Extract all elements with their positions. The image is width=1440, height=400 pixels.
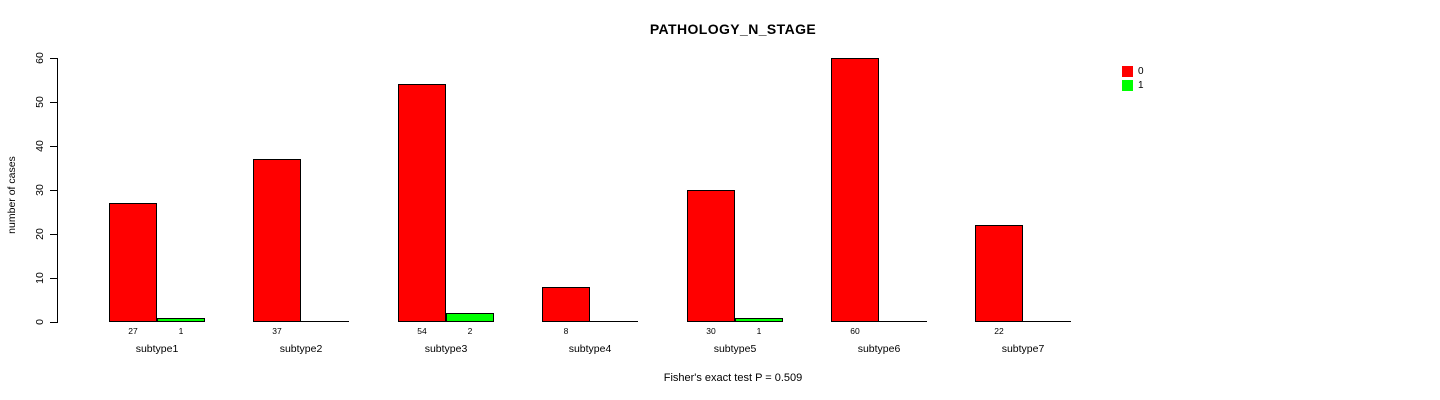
bar-value-label: 1	[756, 326, 762, 336]
legend-swatch-icon	[1122, 80, 1133, 91]
bar-value-label: 1	[178, 326, 184, 336]
bar-series-0	[109, 203, 157, 322]
y-tick-label: 30	[34, 184, 46, 196]
y-tick-label: 60	[34, 52, 46, 64]
x-axis-label: subtype6	[857, 343, 901, 355]
x-axis-label: subtype1	[135, 343, 179, 355]
bar-value-label: 54	[417, 326, 427, 336]
bar-value-label: 27	[128, 326, 138, 336]
y-tick-label: 10	[34, 272, 46, 284]
y-axis-tick	[50, 190, 57, 191]
legend-label: 1	[1138, 80, 1144, 91]
bar-series-0	[975, 225, 1023, 322]
y-axis-tick	[50, 102, 57, 103]
x-axis-label: subtype4	[568, 343, 612, 355]
legend-label: 0	[1138, 66, 1144, 77]
bar-series-1-zero	[1023, 321, 1071, 322]
y-tick-label: 50	[34, 96, 46, 108]
bar-series-0	[253, 159, 301, 322]
bar-value-label: 22	[994, 326, 1004, 336]
bar-value-label: 37	[272, 326, 282, 336]
y-axis-tick	[50, 278, 57, 279]
legend-item: 0	[1122, 66, 1144, 77]
bar-series-1-zero	[301, 321, 349, 322]
bar-series-1	[446, 313, 494, 322]
x-axis-label: subtype3	[424, 343, 468, 355]
legend-swatch-icon	[1122, 66, 1133, 77]
bar-series-0	[687, 190, 735, 322]
y-tick-label: 20	[34, 228, 46, 240]
y-tick-label: 0	[34, 319, 46, 325]
bar-series-1-zero	[879, 321, 927, 322]
legend-item: 1	[1122, 80, 1144, 91]
x-axis-label: subtype7	[1001, 343, 1045, 355]
bar-series-0	[831, 58, 879, 322]
chart-title: PATHOLOGY_N_STAGE	[649, 21, 817, 37]
bar-series-0	[542, 287, 590, 322]
x-axis-label: subtype2	[279, 343, 323, 355]
x-axis-label: subtype5	[713, 343, 757, 355]
bar-value-label: 30	[706, 326, 716, 336]
bar-series-0	[398, 84, 446, 322]
bar-value-label: 2	[467, 326, 473, 336]
y-axis-tick	[50, 322, 57, 323]
bar-series-1	[157, 318, 205, 322]
footnote: Fisher's exact test P = 0.509	[663, 372, 803, 384]
y-axis-title: number of cases	[6, 156, 18, 234]
bar-value-label: 60	[850, 326, 860, 336]
bar-value-label: 8	[563, 326, 569, 336]
bar-series-1	[735, 318, 783, 322]
y-axis-tick	[50, 58, 57, 59]
bar-series-1-zero	[590, 321, 638, 322]
y-axis-tick	[50, 146, 57, 147]
y-tick-label: 40	[34, 140, 46, 152]
y-axis-tick	[50, 234, 57, 235]
y-axis-line	[57, 58, 58, 323]
